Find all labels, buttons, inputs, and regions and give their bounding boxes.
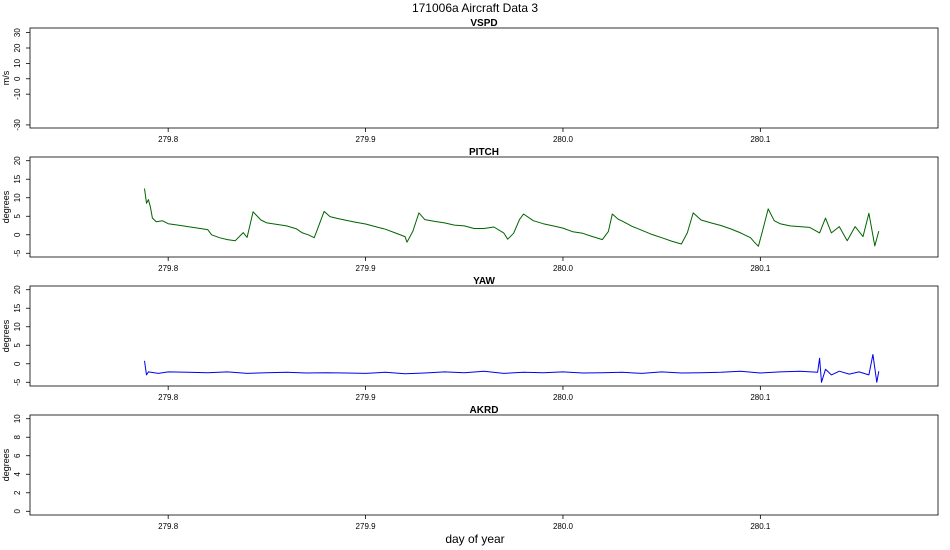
y-tick-label: 0 (13, 361, 22, 366)
panel-pitch: PITCH degrees 20 15 10 5 0 -5 279.8 279.9 280.0 280… (1, 147, 939, 273)
panel-title: PITCH (469, 147, 499, 158)
x-tick-label: 279.9 (356, 393, 377, 402)
x-tick-label: 280.0 (553, 522, 574, 531)
y-tick-label: 0 (13, 232, 22, 237)
y-tick-label: 10 (13, 58, 22, 67)
x-tick-label: 279.9 (356, 135, 377, 144)
figure-title: 171006a Aircraft Data 3 (412, 1, 538, 15)
y-tick-label: 15 (13, 174, 22, 183)
panel-title: YAW (473, 276, 495, 287)
pitch-series-line (144, 188, 880, 247)
y-axis-label: degrees (1, 190, 11, 223)
plot-frame (29, 414, 939, 516)
y-tick-label: 10 (13, 193, 22, 202)
y-tick-label: -10 (13, 88, 22, 100)
y-tick-label: 0 (13, 509, 22, 514)
y-axis-label: m/s (1, 70, 11, 85)
y-tick-label: 5 (13, 213, 22, 218)
panel-akrd: AKRD degrees 10 8 6 4 2 0 279.8 279.9 280.0 280.1 (1, 405, 939, 531)
x-tick-label: 280.1 (750, 264, 771, 273)
x-tick-label: 280.1 (750, 393, 771, 402)
x-tick-label: 279.9 (356, 522, 377, 531)
x-tick-label: 280.0 (553, 264, 574, 273)
panel-title: AKRD (470, 405, 499, 416)
y-tick-label: 8 (13, 434, 22, 439)
panel-yaw: YAW degrees 20 15 10 5 0 -5 279.8 279.9 280.0 280.1 (1, 276, 939, 402)
y-tick-label: 4 (13, 471, 22, 476)
x-tick-label: 279.8 (158, 522, 179, 531)
plot-frame (29, 156, 939, 258)
plot-frame (29, 27, 939, 129)
panel-vspd: VSPD m/s 30 20 10 0 -10 -30 279.8 279.9 280.0 280.1 (1, 18, 939, 144)
x-tick-label: 280.0 (553, 135, 574, 144)
x-tick-label: 280.0 (553, 393, 574, 402)
y-axis-label: degrees (1, 448, 11, 481)
x-tick-label: 279.9 (356, 264, 377, 273)
y-tick-label: 30 (13, 28, 22, 37)
x-tick-label: 280.1 (750, 135, 771, 144)
x-axis-label: day of year (445, 532, 504, 546)
x-tick-label: 279.8 (158, 264, 179, 273)
panel-title: VSPD (470, 18, 497, 29)
y-tick-label: 15 (13, 303, 22, 312)
y-tick-label: -30 (13, 119, 22, 131)
y-tick-label: 10 (13, 322, 22, 331)
y-tick-label: -5 (13, 378, 22, 386)
x-tick-label: 279.8 (158, 393, 179, 402)
y-tick-label: -5 (13, 249, 22, 257)
y-tick-label: 2 (13, 490, 22, 495)
y-tick-label: 6 (13, 453, 22, 458)
y-tick-label: 20 (13, 285, 22, 294)
y-tick-label: 20 (13, 156, 22, 165)
y-tick-label: 0 (13, 76, 22, 81)
y-axis-label: degrees (1, 319, 11, 352)
y-tick-label: 10 (13, 414, 22, 423)
x-tick-label: 279.8 (158, 135, 179, 144)
plot-frame (29, 285, 939, 387)
y-tick-label: 5 (13, 342, 22, 347)
yaw-series-line (144, 354, 880, 383)
x-tick-label: 280.1 (750, 522, 771, 531)
y-tick-label: 20 (13, 43, 22, 52)
